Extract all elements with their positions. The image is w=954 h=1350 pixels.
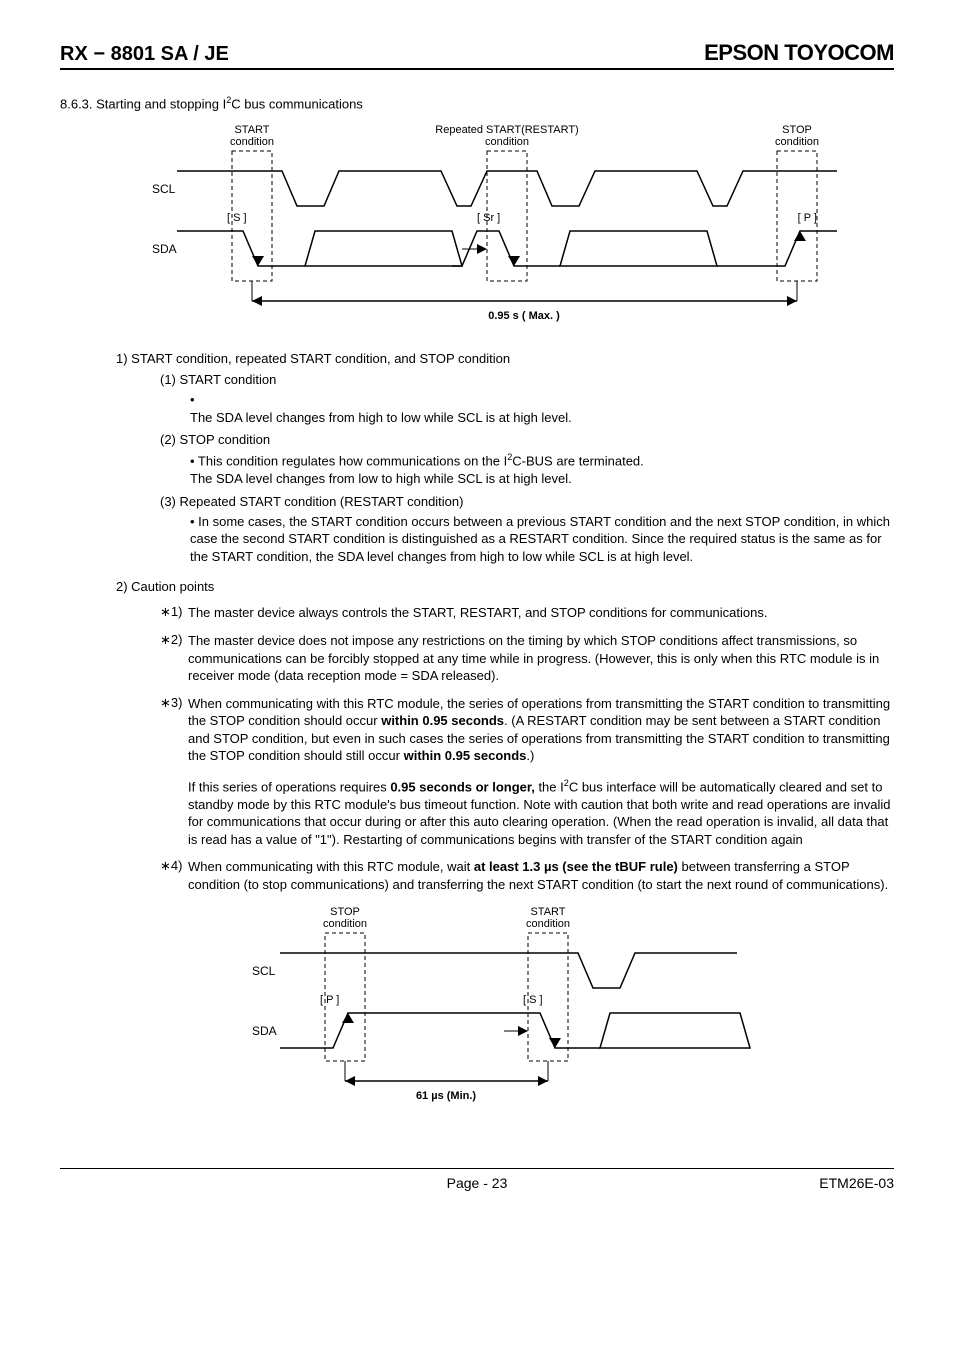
caution-4: ∗4) When communicating with this RTC mod…: [160, 858, 894, 893]
d1-scl-label: SCL: [152, 182, 176, 196]
section-title: 8.6.3. Starting and stopping I2C bus com…: [60, 95, 894, 111]
d1-sr: [ Sr ]: [477, 212, 500, 224]
c3b-pre: If this series of operations requires: [188, 779, 390, 794]
c3b-b: 0.95 seconds or longer,: [390, 779, 535, 794]
c3a-post: .): [526, 748, 534, 763]
subsection-1: 1) START condition, repeated START condi…: [116, 351, 894, 366]
s1-1-bullet: •: [190, 391, 894, 409]
d2-scl-label: SCL: [252, 964, 276, 978]
caution-3: ∗3) When communicating with this RTC mod…: [160, 695, 894, 849]
d1-stop-l1: STOP: [782, 124, 812, 136]
page-footer: Page - 23 ETM26E-03: [60, 1168, 894, 1191]
c3b-mid: the I: [535, 779, 564, 794]
c3-body: When communicating with this RTC module,…: [188, 695, 894, 849]
c2-body: The master device does not impose any re…: [188, 632, 894, 685]
footer-center: Page - 23: [447, 1175, 508, 1191]
timing-diagram-2: STOP condition START condition SCL [ P ]…: [240, 903, 760, 1108]
s1-1-title: (1) START condition: [160, 372, 894, 387]
d1-restart-l2: condition: [485, 136, 529, 148]
d2-stop-l1: STOP: [330, 906, 360, 918]
s1-3-body: • In some cases, the START condition occ…: [190, 513, 894, 566]
c4-b: at least 1.3 µs (see the tBUF rule): [474, 859, 678, 874]
c4-marker: ∗4): [160, 858, 188, 893]
d2-s: [ S ]: [523, 994, 543, 1006]
s1-2-b1-post: C-BUS are terminated.: [512, 454, 644, 469]
d1-stop-l2: condition: [775, 136, 819, 148]
s1-2-body2: The SDA level changes from low to high w…: [190, 470, 894, 488]
subsection-2: 2) Caution points: [116, 579, 894, 594]
d2-p: [ P ]: [320, 994, 339, 1006]
d2-scl-wave: [280, 953, 737, 988]
footer-right: ETM26E-03: [819, 1175, 894, 1191]
c3a-b2: within 0.95 seconds: [404, 748, 527, 763]
d2-time: 61 µs (Min.): [416, 1090, 476, 1102]
timing-diagram-1: START condition Repeated START(RESTART) …: [117, 121, 837, 331]
c3-marker: ∗3): [160, 695, 188, 849]
c4-pre: When communicating with this RTC module,…: [188, 859, 474, 874]
brand: EPSON TOYOCOM: [704, 40, 894, 66]
s1-2-body1: • This condition regulates how communica…: [190, 451, 894, 470]
section-title-post: C bus communications: [231, 96, 363, 111]
section-title-pre: 8.6.3. Starting and stopping I: [60, 96, 226, 111]
d1-s: [ S ]: [227, 212, 247, 224]
d1-restart-l1: Repeated START(RESTART): [435, 124, 578, 136]
c2-marker: ∗2): [160, 632, 188, 685]
s1-2-b1-pre: • This condition regulates how communica…: [190, 454, 507, 469]
d2-start-l1: START: [530, 906, 565, 918]
caution-1: ∗1) The master device always controls th…: [160, 604, 894, 622]
doc-title: RX − 8801 SA / JE: [60, 43, 229, 66]
d1-p: [ P ]: [798, 212, 817, 224]
s1-2-title: (2) STOP condition: [160, 432, 894, 447]
c3a-b1: within 0.95 seconds: [381, 713, 504, 728]
c4-body: When communicating with this RTC module,…: [188, 858, 894, 893]
s1-1-body: The SDA level changes from high to low w…: [190, 409, 894, 427]
d2-stop-l2: condition: [323, 918, 367, 930]
page-header: RX − 8801 SA / JE EPSON TOYOCOM: [60, 40, 894, 70]
d1-start-l1: START: [234, 124, 269, 136]
d1-scl-wave: [177, 171, 837, 206]
d1-start-l2: condition: [230, 136, 274, 148]
d1-sda-label: SDA: [152, 242, 177, 256]
d2-start-l2: condition: [526, 918, 570, 930]
c1-body: The master device always controls the ST…: [188, 604, 894, 622]
d1-time: 0.95 s ( Max. ): [488, 310, 560, 322]
caution-2: ∗2) The master device does not impose an…: [160, 632, 894, 685]
c1-marker: ∗1): [160, 604, 188, 622]
s1-3-title: (3) Repeated START condition (RESTART co…: [160, 494, 894, 509]
d1-sda-wave: [177, 231, 305, 266]
d2-sda-label: SDA: [252, 1024, 277, 1038]
